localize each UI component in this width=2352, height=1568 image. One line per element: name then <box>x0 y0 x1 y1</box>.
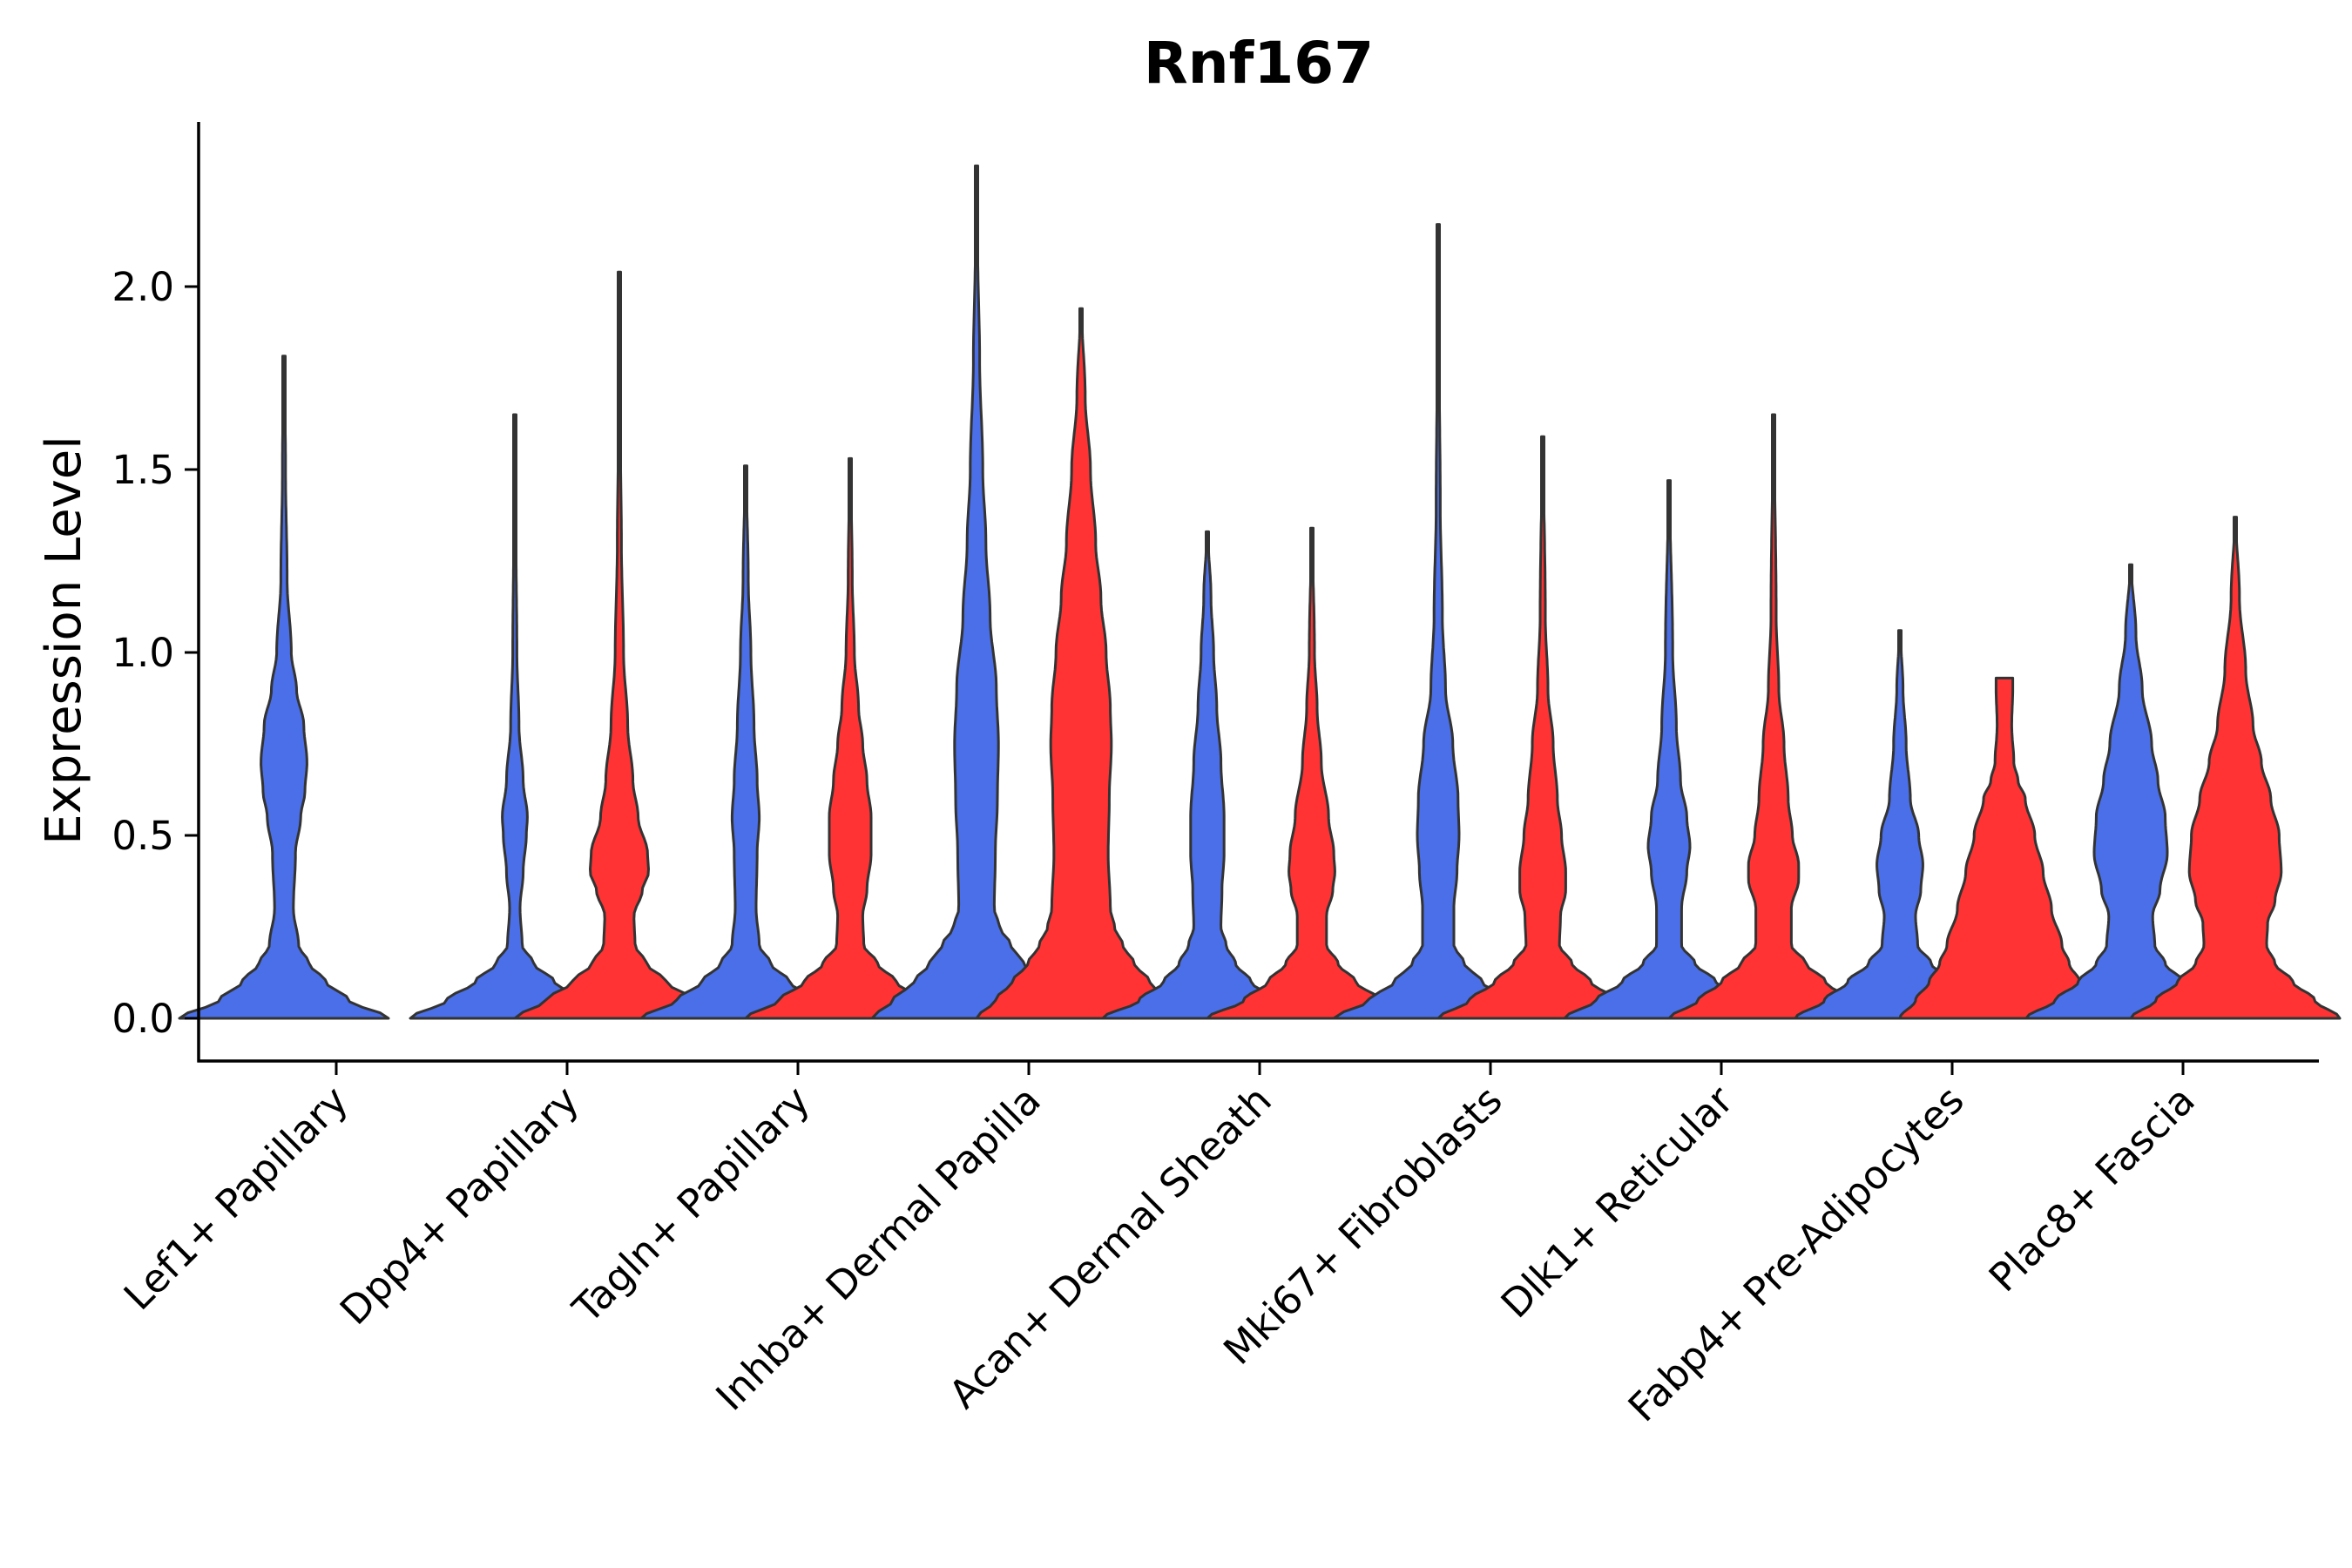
violin-4-blue <box>1101 530 1314 1020</box>
y-tick-label: 0.0 <box>112 996 174 1042</box>
violin-8-red <box>2129 516 2342 1020</box>
violin-2-blue <box>639 464 852 1020</box>
y-tick-label: 1.0 <box>112 630 174 676</box>
violin-2-red <box>744 456 956 1020</box>
x-tick-label: Lef1+ Papillary <box>115 1077 357 1319</box>
x-tick-label: Plac8+ Fascia <box>1980 1077 2204 1301</box>
violin-3-blue <box>870 164 1083 1020</box>
violin-4-red <box>1206 526 1418 1020</box>
violin-3-red <box>975 307 1187 1020</box>
violin-5-blue <box>1332 223 1544 1020</box>
x-tick-label: Tagln+ Papillary <box>564 1077 819 1332</box>
x-tick-label: Dpp4+ Papillary <box>331 1077 588 1334</box>
y-tick-label: 0.5 <box>112 813 174 859</box>
chart-title: Rnf167 <box>1144 30 1374 97</box>
violin-6-blue <box>1563 479 1775 1020</box>
violins-layer <box>178 164 2342 1020</box>
violin-7-red <box>1898 676 2111 1020</box>
y-tick-label: 1.5 <box>112 447 174 493</box>
violin-5-red <box>1436 435 1649 1020</box>
y-axis-label: Expression Level <box>36 436 92 845</box>
y-tick-label: 2.0 <box>112 264 174 310</box>
violin-0-blue <box>178 355 390 1020</box>
violin-1-blue <box>409 413 621 1020</box>
violin-8-blue <box>2024 563 2237 1020</box>
violin-1-red <box>513 270 726 1020</box>
violin-7-blue <box>1794 629 2006 1020</box>
violin-6-red <box>1667 413 1880 1020</box>
x-tick-label: Dlk1+ Reticular <box>1492 1077 1742 1327</box>
